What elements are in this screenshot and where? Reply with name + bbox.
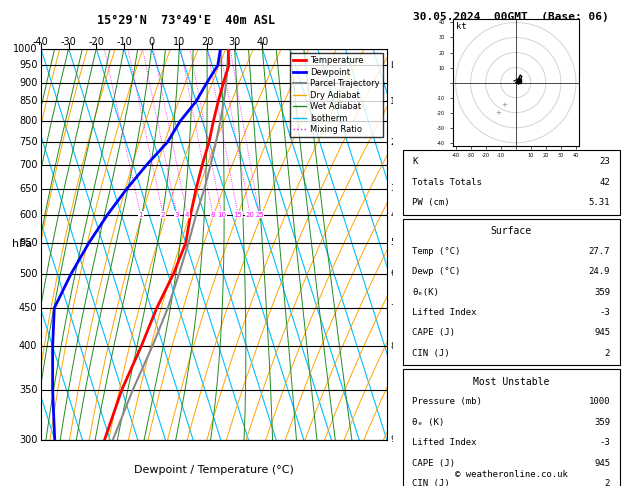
Text: 25: 25 bbox=[255, 211, 264, 218]
Text: -20: -20 bbox=[88, 37, 104, 47]
Text: 850: 850 bbox=[19, 96, 38, 106]
Text: 15: 15 bbox=[233, 211, 242, 218]
Text: 1000: 1000 bbox=[13, 44, 38, 53]
Bar bbox=[403, 369, 620, 486]
Text: 650: 650 bbox=[19, 184, 38, 193]
Text: Pressure (mb): Pressure (mb) bbox=[412, 398, 482, 406]
Text: 40: 40 bbox=[256, 37, 269, 47]
Text: 8: 8 bbox=[390, 342, 396, 351]
Text: 500: 500 bbox=[19, 269, 38, 279]
Text: 950: 950 bbox=[19, 60, 38, 70]
Text: 7: 7 bbox=[390, 304, 396, 312]
Text: 359: 359 bbox=[594, 418, 610, 427]
Text: 1: 1 bbox=[390, 97, 396, 106]
Text: K: K bbox=[412, 157, 418, 166]
Text: Mixing Ratio (g/kg): Mixing Ratio (g/kg) bbox=[416, 198, 426, 290]
Text: Lifted Index: Lifted Index bbox=[412, 308, 477, 317]
Text: 30: 30 bbox=[228, 37, 241, 47]
Text: 0: 0 bbox=[148, 37, 155, 47]
Text: Most Unstable: Most Unstable bbox=[473, 377, 549, 386]
Text: CAPE (J): CAPE (J) bbox=[412, 459, 455, 468]
Text: 1000: 1000 bbox=[589, 398, 610, 406]
Text: 10: 10 bbox=[217, 211, 226, 218]
Text: 6: 6 bbox=[390, 269, 396, 278]
Text: 3: 3 bbox=[390, 184, 396, 193]
Text: θₑ(K): θₑ(K) bbox=[412, 288, 439, 296]
Text: 5.31: 5.31 bbox=[589, 198, 610, 207]
Bar bbox=[403, 219, 620, 365]
Text: Lifted Index: Lifted Index bbox=[412, 438, 477, 447]
Text: 945: 945 bbox=[594, 329, 610, 337]
Text: 4: 4 bbox=[390, 210, 396, 219]
Text: 700: 700 bbox=[19, 159, 38, 170]
Text: 27.7: 27.7 bbox=[589, 247, 610, 256]
Text: 30.05.2024  00GMT  (Base: 06): 30.05.2024 00GMT (Base: 06) bbox=[413, 12, 609, 22]
Bar bbox=[403, 150, 620, 215]
Text: PW (cm): PW (cm) bbox=[412, 198, 450, 207]
Text: 8: 8 bbox=[211, 211, 215, 218]
Text: 450: 450 bbox=[19, 303, 38, 313]
Text: 900: 900 bbox=[19, 78, 38, 88]
Text: 2: 2 bbox=[604, 349, 610, 358]
Text: 42: 42 bbox=[599, 178, 610, 187]
Text: -3: -3 bbox=[599, 308, 610, 317]
Legend: Temperature, Dewpoint, Parcel Trajectory, Dry Adiabat, Wet Adiabat, Isotherm, Mi: Temperature, Dewpoint, Parcel Trajectory… bbox=[290, 53, 382, 138]
Text: -30: -30 bbox=[60, 37, 77, 47]
Text: Totals Totals: Totals Totals bbox=[412, 178, 482, 187]
Text: 4: 4 bbox=[185, 211, 189, 218]
Text: 3: 3 bbox=[175, 211, 179, 218]
Text: 400: 400 bbox=[19, 341, 38, 351]
Text: 359: 359 bbox=[594, 288, 610, 296]
Text: 20: 20 bbox=[201, 37, 213, 47]
Text: 300: 300 bbox=[19, 435, 38, 445]
Text: Dewpoint / Temperature (°C): Dewpoint / Temperature (°C) bbox=[134, 465, 294, 475]
Text: θₑ (K): θₑ (K) bbox=[412, 418, 444, 427]
Text: 20: 20 bbox=[245, 211, 254, 218]
Text: 23: 23 bbox=[599, 157, 610, 166]
Text: Surface: Surface bbox=[491, 226, 532, 236]
Text: CIN (J): CIN (J) bbox=[412, 349, 450, 358]
Text: 24.9: 24.9 bbox=[589, 267, 610, 276]
Text: 15°29'N  73°49'E  40m ASL: 15°29'N 73°49'E 40m ASL bbox=[97, 14, 276, 27]
Text: 5: 5 bbox=[390, 238, 396, 247]
Text: 550: 550 bbox=[19, 238, 38, 248]
Text: © weatheronline.co.uk: © weatheronline.co.uk bbox=[455, 469, 567, 479]
Text: 350: 350 bbox=[19, 385, 38, 395]
Text: 800: 800 bbox=[19, 116, 38, 126]
Text: hPa: hPa bbox=[12, 239, 32, 249]
Text: 1: 1 bbox=[138, 211, 143, 218]
Text: km
ASL: km ASL bbox=[401, 432, 419, 453]
Text: 9: 9 bbox=[390, 435, 396, 444]
Text: 945: 945 bbox=[594, 459, 610, 468]
Text: 2: 2 bbox=[604, 479, 610, 486]
Text: Temp (°C): Temp (°C) bbox=[412, 247, 460, 256]
Text: LCL: LCL bbox=[390, 61, 406, 70]
Text: 2: 2 bbox=[161, 211, 165, 218]
Text: 2: 2 bbox=[390, 138, 396, 147]
Text: Dewp (°C): Dewp (°C) bbox=[412, 267, 460, 276]
Text: CAPE (J): CAPE (J) bbox=[412, 329, 455, 337]
Text: -10: -10 bbox=[116, 37, 132, 47]
Text: CIN (J): CIN (J) bbox=[412, 479, 450, 486]
Text: -40: -40 bbox=[33, 37, 49, 47]
Text: 600: 600 bbox=[19, 209, 38, 220]
Text: -3: -3 bbox=[599, 438, 610, 447]
Text: 10: 10 bbox=[173, 37, 186, 47]
Text: 750: 750 bbox=[19, 137, 38, 147]
